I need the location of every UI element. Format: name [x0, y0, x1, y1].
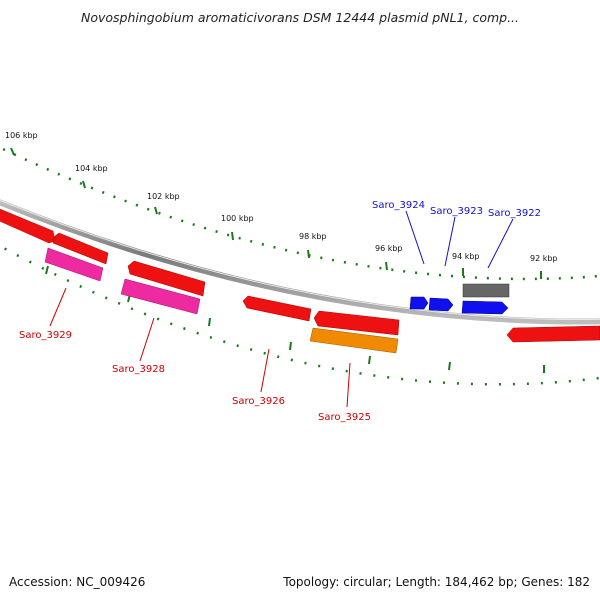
gene-arrow[interactable] [52, 232, 109, 265]
ruler-tick-98 [307, 249, 310, 259]
ruler-inner-tick-4 [289, 341, 292, 351]
backbone [0, 199, 600, 325]
gene-arrow-blue[interactable] [428, 297, 454, 312]
backbone-highlight [0, 199, 600, 321]
gene-features [0, 207, 600, 354]
gene-label-saro-3924[interactable]: Saro_3924 [372, 200, 425, 211]
gene-label-saro-3929[interactable]: Saro_3929 [19, 330, 72, 341]
ruler-label-98: 98 kbp [299, 232, 327, 241]
accession-text: Accession: NC_009426 [9, 575, 145, 589]
ruler-label-106: 106 kbp [5, 131, 38, 140]
ruler-tick-96 [385, 261, 388, 271]
map-title: Novosphingobium aromaticivorans DSM 1244… [81, 10, 519, 25]
ruler-inner [0, 244, 600, 386]
gene-arrow[interactable] [0, 207, 56, 244]
ruler-label-100: 100 kbp [221, 214, 254, 223]
gene-arrow[interactable] [127, 260, 206, 297]
gene-arrow-pink[interactable] [120, 278, 201, 315]
ruler-label-104: 104 kbp [75, 164, 108, 173]
gene-arrow[interactable] [506, 325, 600, 343]
ruler-label-92: 92 kbp [530, 254, 558, 263]
gene-label-saro-3923[interactable]: Saro_3923 [430, 206, 483, 217]
ruler-outer: 106 kbp 104 kbp 102 kbp 100 kbp 98 kbp 9… [0, 131, 600, 281]
callout-line-saro-3928 [139, 317, 155, 362]
topology-text: Topology: circular; Length: 184,462 bp; … [282, 575, 590, 589]
ruler-tick-106 [10, 147, 15, 156]
callout-line-saro-3924 [405, 210, 425, 265]
gene-callouts: Saro_3929 Saro_3928 Saro_3926 Saro_3925 … [19, 200, 541, 423]
ruler-label-102: 102 kbp [147, 192, 180, 201]
callout-line-saro-3922 [487, 218, 514, 269]
gene-arrow-blue[interactable] [409, 296, 429, 310]
ruler-label-94: 94 kbp [452, 252, 480, 261]
gene-label-saro-3922[interactable]: Saro_3922 [488, 208, 541, 219]
callout-line-saro-3926 [260, 348, 270, 393]
gene-arrow[interactable] [313, 310, 400, 336]
gene-label-saro-3926[interactable]: Saro_3926 [232, 396, 285, 407]
ruler-inner-tick-5 [368, 355, 371, 365]
ruler-label-96: 96 kbp [375, 244, 403, 253]
ruler-tick-102 [154, 206, 158, 215]
gene-arrow-orange[interactable] [309, 327, 399, 354]
ruler-tick-100 [231, 231, 234, 241]
ruler-tick-104 [82, 180, 86, 189]
gene-arrow-blue[interactable] [461, 300, 509, 315]
callout-line-saro-3923 [444, 216, 456, 267]
gene-arrow[interactable] [242, 295, 312, 322]
gene-label-saro-3925[interactable]: Saro_3925 [318, 412, 371, 423]
ruler-inner-tick-1 [45, 265, 49, 275]
gene-box-gray[interactable] [462, 283, 510, 298]
backbone-ring [0, 199, 600, 325]
gene-label-saro-3928[interactable]: Saro_3928 [112, 364, 165, 375]
ruler-inner-tick-6 [448, 361, 451, 371]
callout-line-saro-3929 [49, 287, 67, 327]
ruler-inner-tick-3 [208, 317, 211, 327]
gene-arrow-pink[interactable] [44, 247, 104, 282]
callout-line-saro-3925 [346, 362, 351, 408]
